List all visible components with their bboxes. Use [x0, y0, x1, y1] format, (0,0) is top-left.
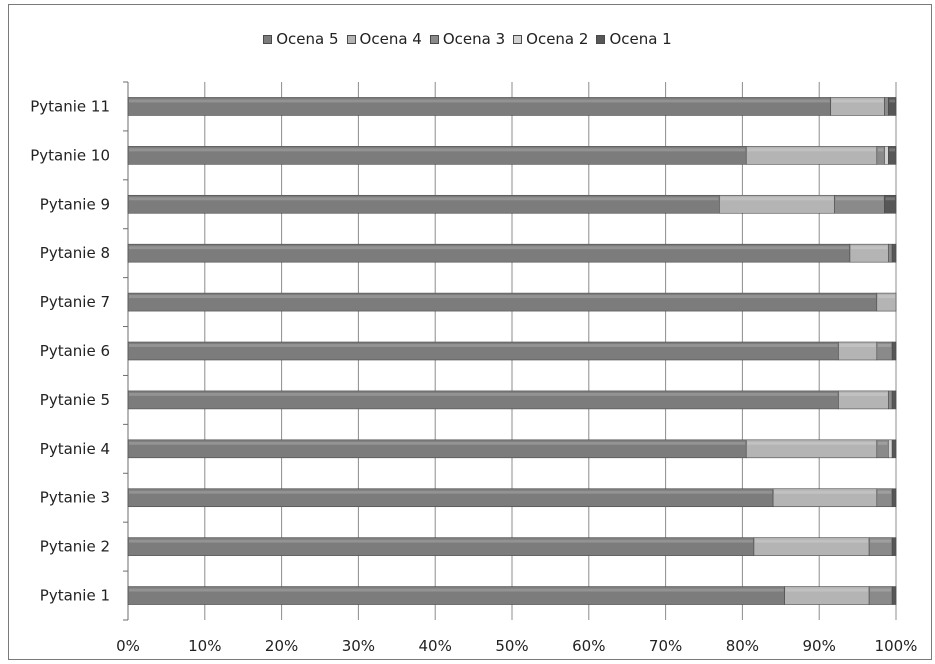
x-tick-label: 90% [803, 637, 836, 655]
bar-highlight [754, 539, 869, 543]
bar-highlight [877, 441, 888, 445]
bar-highlight [747, 441, 876, 445]
bar-highlight [129, 148, 746, 152]
bar-pytanie-10-series-4 [884, 146, 889, 165]
x-tick-label: 40% [419, 637, 452, 655]
x-tick-label: 60% [572, 637, 605, 655]
legend-item-series-4: Ocena 2 [513, 30, 588, 48]
bar-highlight [870, 539, 892, 543]
legend-label: Ocena 3 [442, 30, 506, 48]
bar-pytanie-4-series-4 [888, 439, 893, 459]
bar-highlight [129, 490, 773, 494]
x-tick-label: 50% [495, 637, 528, 655]
bar-highlight [129, 295, 876, 299]
category-label: Pytanie 9 [40, 195, 110, 213]
legend-item-series-3: Ocena 3 [429, 30, 506, 48]
bar-pytanie-2-series-5 [891, 537, 897, 556]
bar-pytanie-10-series-5 [888, 146, 897, 165]
category-label: Pytanie 4 [40, 440, 110, 458]
bar-highlight [839, 344, 876, 347]
bar-highlight [877, 490, 892, 494]
bar-pytanie-11-series-3 [884, 97, 889, 116]
bar-highlight [889, 99, 895, 103]
bar-highlight [839, 392, 888, 396]
bar-highlight [877, 148, 884, 152]
bar-highlight [785, 588, 869, 592]
category-label: Pytanie 2 [40, 538, 110, 556]
bar-highlight [129, 588, 784, 592]
legend-label: Ocena 4 [359, 30, 422, 48]
legend-label: Ocena 2 [526, 30, 589, 48]
bar-highlight [877, 344, 892, 347]
bar-pytanie-1-series-5 [891, 586, 897, 605]
bar-highlight [889, 148, 895, 152]
legend-label: Ocena 5 [276, 30, 339, 48]
legend-swatch [429, 34, 439, 44]
bar-pytanie-8-series-5 [891, 243, 897, 263]
category-label: Pytanie 10 [30, 146, 110, 164]
bar-pytanie-3-series-5 [891, 488, 897, 508]
bar-highlight [720, 197, 834, 201]
bar-pytanie-7-series-2 [876, 292, 897, 312]
bar-highlight [747, 148, 876, 152]
legend-item-series-1: Ocena 5 [263, 30, 339, 48]
legend-swatch [346, 34, 356, 44]
bar-highlight [885, 197, 895, 201]
bar-highlight [877, 295, 895, 299]
bar-highlight [850, 246, 888, 250]
legend-item-series-2: Ocena 4 [346, 30, 422, 48]
bar-highlight [129, 441, 746, 445]
category-label: Pytanie 8 [40, 244, 110, 262]
bar-highlight [129, 197, 719, 201]
x-tick-label: 80% [726, 637, 759, 655]
bar-highlight [831, 99, 884, 103]
bar-highlight [129, 246, 849, 250]
bar-highlight [129, 99, 830, 103]
legend-swatch [263, 34, 273, 44]
bar-highlight [774, 490, 876, 494]
x-tick-label: 10% [188, 637, 221, 655]
legend-swatch [513, 34, 523, 44]
category-label: Pytanie 3 [40, 489, 110, 507]
bar-pytanie-9-series-5 [884, 194, 897, 214]
bar-pytanie-11-series-5 [888, 97, 897, 116]
x-tick-label: 0% [116, 637, 140, 655]
legend: Ocena 5 Ocena 4 Ocena 3 Ocena 2 Ocena 1 [0, 30, 935, 48]
bar-highlight [129, 344, 838, 347]
bar-highlight [835, 197, 884, 201]
bar-highlight [129, 539, 753, 543]
bar-pytanie-5-series-3 [888, 390, 893, 410]
x-tick-label: 30% [342, 637, 375, 655]
category-label: Pytanie 7 [40, 293, 110, 311]
x-tick-label: 100% [875, 637, 918, 655]
bar-pytanie-6-series-5 [891, 341, 897, 361]
bar-pytanie-4-series-5 [891, 439, 897, 459]
x-tick-label: 20% [265, 637, 298, 655]
x-tick-label: 70% [649, 637, 682, 655]
category-label: Pytanie 6 [40, 342, 110, 360]
legend-swatch [596, 34, 606, 44]
category-label: Pytanie 1 [40, 587, 110, 605]
bar-highlight [870, 588, 892, 592]
bar-pytanie-8-series-3 [888, 243, 893, 263]
category-label: Pytanie 11 [30, 97, 110, 115]
bar-highlight [129, 392, 838, 396]
bar-pytanie-5-series-5 [891, 390, 897, 410]
category-label: Pytanie 5 [40, 391, 110, 409]
legend-item-series-5: Ocena 1 [596, 30, 672, 48]
legend-label: Ocena 1 [609, 30, 672, 48]
